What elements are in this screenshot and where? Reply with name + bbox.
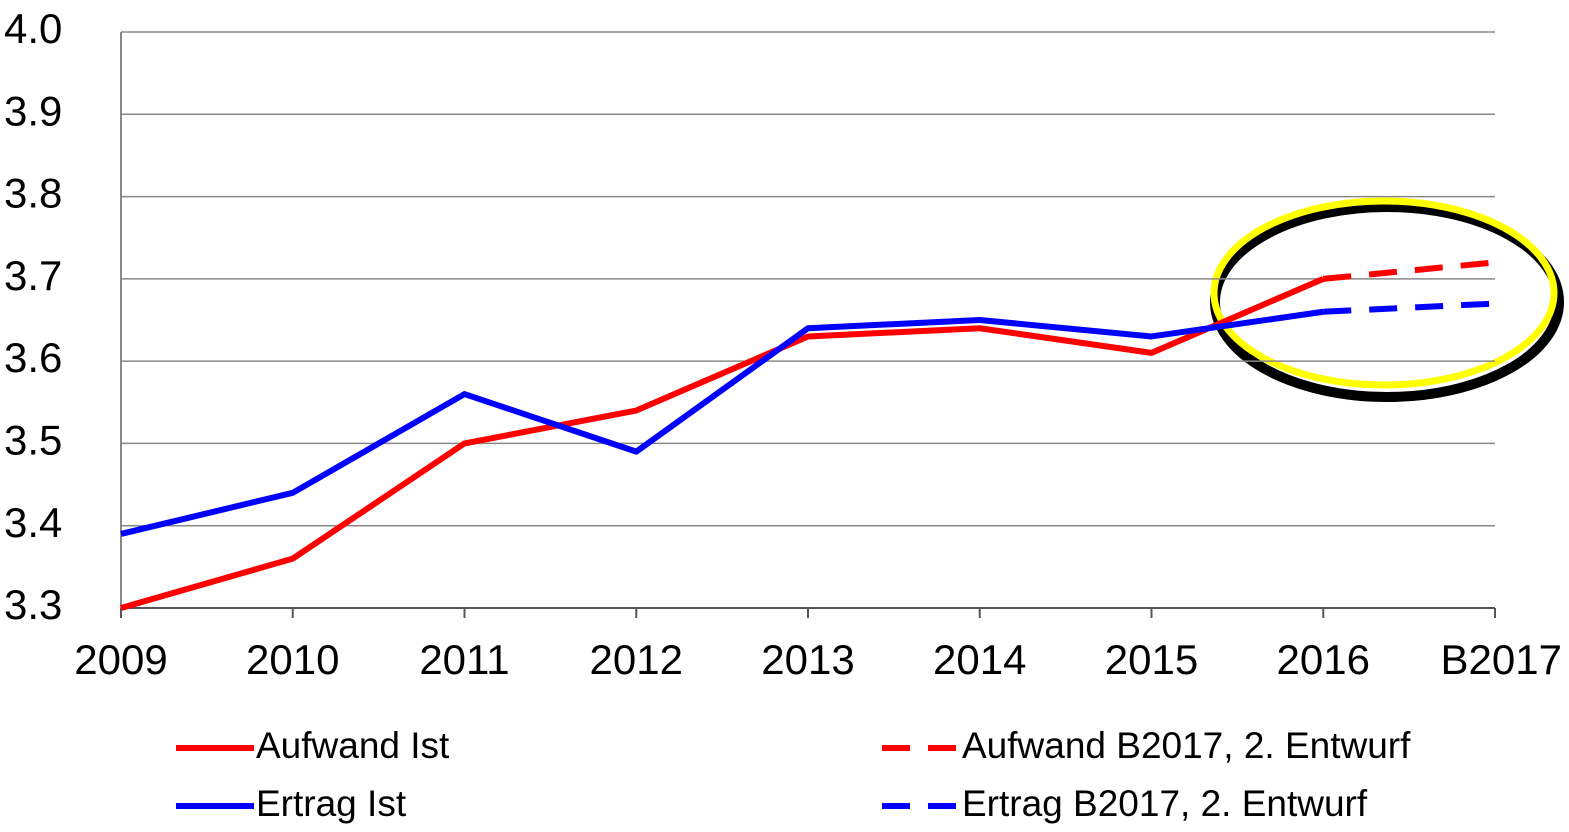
legend-label: Aufwand Ist — [256, 725, 450, 766]
x-tick-label: 2016 — [1277, 636, 1370, 683]
y-tick-label: 3.7 — [4, 252, 62, 299]
legend-label: Ertrag B2017, 2. Entwurf — [962, 783, 1368, 824]
y-tick-label: 3.9 — [4, 87, 62, 134]
y-tick-label: 3.5 — [4, 417, 62, 464]
x-tick-label: 2009 — [74, 636, 167, 683]
series-line — [120, 276, 1325, 611]
series-line — [1322, 259, 1496, 282]
y-tick-label: 4.0 — [4, 5, 62, 52]
x-tick-label: 2014 — [933, 636, 1026, 683]
x-tick-label: 2010 — [246, 636, 339, 683]
legend-label: Ertrag Ist — [256, 783, 407, 824]
x-tick-label: 2012 — [590, 636, 683, 683]
series-line — [1323, 300, 1496, 315]
y-tick-label: 3.6 — [4, 334, 62, 381]
x-tick-label: B2017 — [1441, 636, 1562, 683]
legend-label: Aufwand B2017, 2. Entwurf — [962, 725, 1411, 766]
x-tick-label: 2013 — [761, 636, 854, 683]
series-line — [120, 308, 1324, 537]
y-tick-label: 3.8 — [4, 170, 62, 217]
x-tick-label: 2011 — [419, 636, 509, 683]
highlight-ring — [1210, 197, 1558, 389]
x-tick-label: 2015 — [1105, 636, 1198, 683]
y-tick-label: 3.4 — [4, 499, 62, 546]
y-tick-label: 3.3 — [4, 581, 62, 628]
